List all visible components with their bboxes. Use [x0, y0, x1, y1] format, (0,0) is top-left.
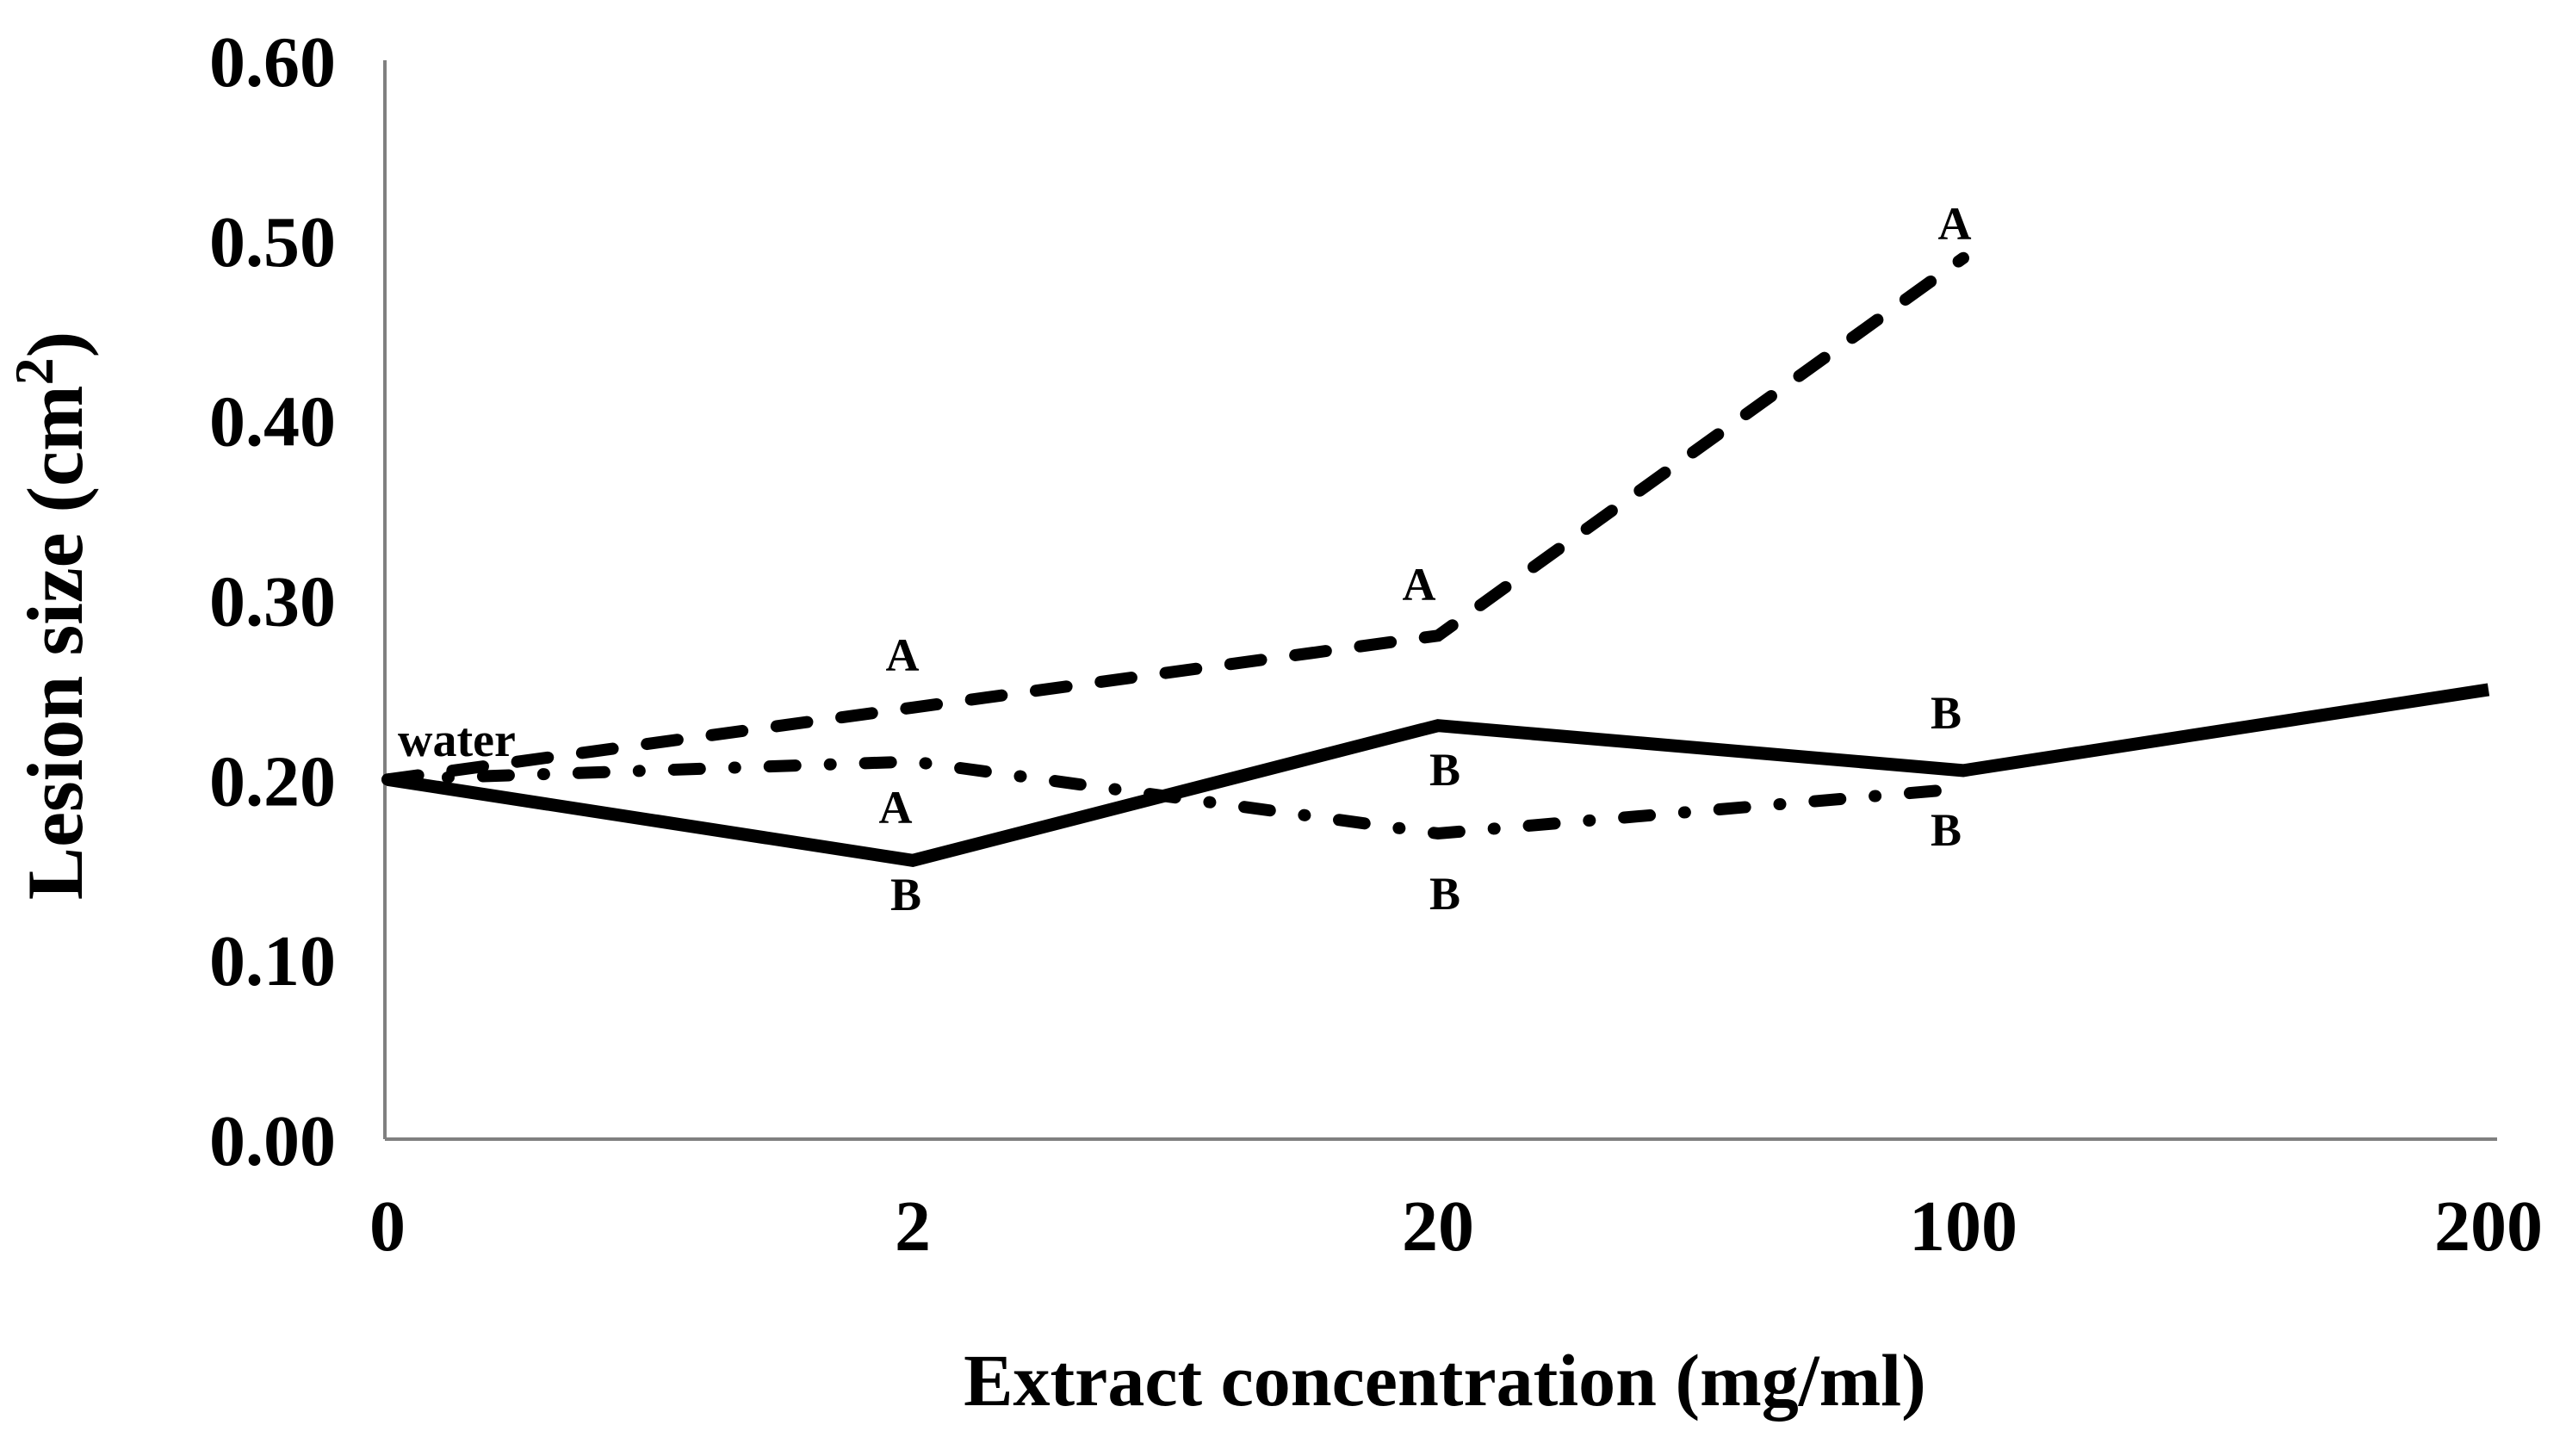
x-tick-label: 0	[369, 1186, 406, 1267]
y-tick-label: 0.40	[209, 382, 336, 462]
x-axis-title: Extract concentration (mg/ml)	[964, 1339, 1926, 1422]
y-tick-label: 0.10	[209, 921, 336, 1001]
y-axis-title: Lesion size (cm2)	[3, 331, 99, 901]
x-tick-label: 100	[1909, 1186, 2017, 1267]
annotation-letter: B	[1931, 687, 1962, 739]
y-tick-label: 0.00	[209, 1101, 336, 1181]
annotation-letter: A	[886, 629, 920, 681]
y-tick-label: 0.20	[209, 741, 336, 821]
y-tick-label: 0.30	[209, 562, 336, 642]
series-lines	[381, 251, 2490, 867]
x-tick-labels: 0 2 20 100 200	[369, 1186, 2543, 1267]
annotation-letter: A	[1938, 198, 1972, 250]
x-tick-label: 200	[2434, 1186, 2543, 1267]
series-line-dashed	[381, 251, 1969, 786]
series-line-solid	[386, 683, 2490, 867]
annotation-letter: B	[1429, 868, 1460, 920]
annotation-letter: B	[1931, 804, 1962, 856]
annotation-letter: B	[890, 869, 921, 920]
annotation-water: water	[398, 714, 516, 767]
x-tick-label: 2	[895, 1186, 931, 1267]
y-tick-label: 0.50	[209, 202, 336, 282]
y-tick-label: 0.60	[209, 22, 336, 102]
y-tick-labels: 0.00 0.10 0.20 0.30 0.40 0.50 0.60	[209, 22, 336, 1181]
x-tick-label: 20	[1402, 1186, 1474, 1267]
annotation-letter: B	[1429, 744, 1460, 796]
annotation-letter: A	[1403, 559, 1436, 610]
annotation-letter: A	[879, 782, 913, 833]
